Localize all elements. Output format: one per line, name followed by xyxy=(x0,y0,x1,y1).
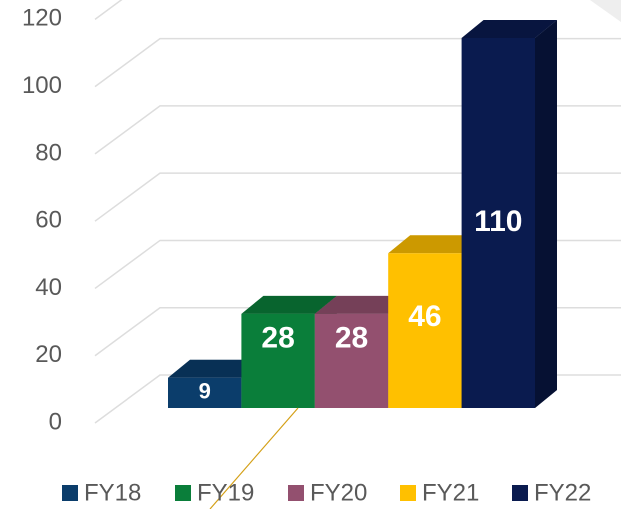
data-label: 28 xyxy=(261,322,294,355)
bar-top xyxy=(461,20,557,38)
bar-top-shade xyxy=(168,359,264,378)
bar-top-shade xyxy=(388,235,484,254)
legend-label: FY22 xyxy=(534,479,591,506)
legend-swatch xyxy=(62,485,78,501)
bar xyxy=(461,38,535,408)
legend-label: FY19 xyxy=(197,479,254,506)
bar xyxy=(241,313,315,408)
legend-label: FY21 xyxy=(422,479,479,506)
bar xyxy=(168,377,242,408)
bar xyxy=(314,313,389,408)
y-tick-label: 40 xyxy=(35,274,62,301)
legend-swatch xyxy=(512,485,528,501)
grid-line xyxy=(94,0,123,20)
corner-decoration xyxy=(590,0,621,22)
bar-top xyxy=(314,295,411,314)
y-tick-label: 60 xyxy=(35,207,62,234)
data-label: 110 xyxy=(474,205,522,238)
data-label: 46 xyxy=(408,300,441,333)
legend-label: FY20 xyxy=(310,479,367,506)
bar-top-shade xyxy=(241,295,337,314)
bar-top xyxy=(388,235,484,254)
bar-top xyxy=(168,359,264,378)
bar-side-shade xyxy=(535,20,557,408)
bar-side xyxy=(535,20,557,408)
bar-top-shade xyxy=(314,295,411,314)
y-tick-label: 20 xyxy=(35,341,62,368)
bar-top xyxy=(241,295,337,314)
bar-top-shade xyxy=(461,20,557,38)
data-label: 28 xyxy=(335,322,368,355)
bar xyxy=(388,253,462,408)
y-tick-label: 120 xyxy=(22,5,62,32)
legend-swatch xyxy=(175,485,191,501)
legend-swatch xyxy=(400,485,416,501)
y-tick-label: 80 xyxy=(35,139,62,166)
y-tick-label: 0 xyxy=(49,408,62,435)
legend-label: FY18 xyxy=(84,479,141,506)
leader-line xyxy=(209,407,299,509)
data-label: 9 xyxy=(199,379,211,404)
y-tick-label: 100 xyxy=(22,72,62,99)
legend-swatch xyxy=(288,485,304,501)
